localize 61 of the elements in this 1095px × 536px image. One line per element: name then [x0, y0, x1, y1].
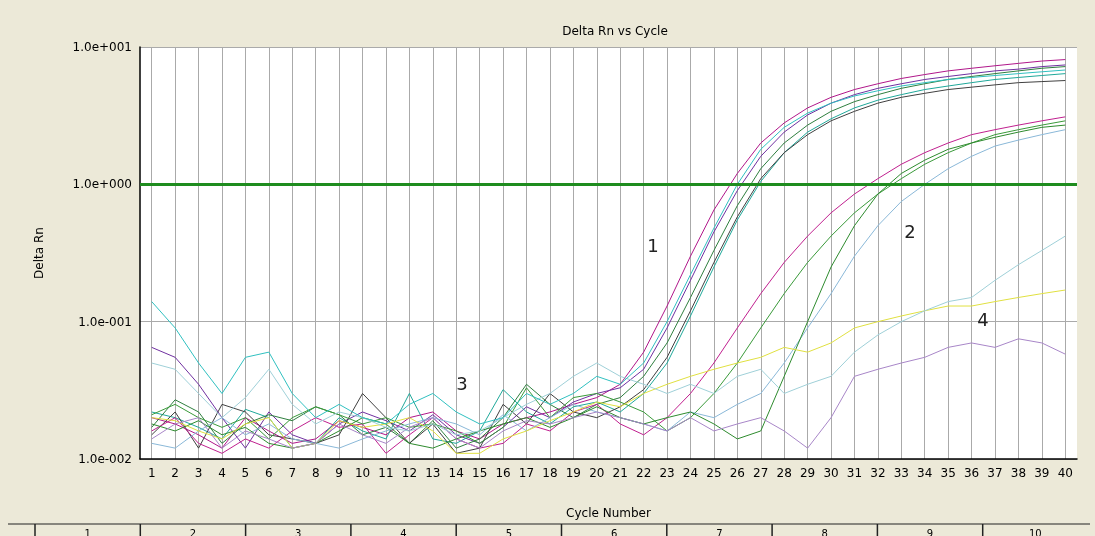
text: 6	[610, 527, 618, 536]
text: 4	[400, 527, 407, 536]
x-tick-label: 29	[799, 466, 816, 480]
x-tick-label: 21	[612, 466, 628, 480]
y-tick-label: 1.0e-001	[78, 314, 132, 329]
x-tick-label: 23	[659, 466, 675, 480]
annotation: 4	[977, 308, 989, 330]
x-tick-label: 8	[311, 466, 320, 480]
x-axis-title: Cycle Number	[566, 506, 651, 520]
text: 1	[84, 527, 91, 536]
x-tick-label: 2	[171, 466, 179, 480]
x-tick-label: 1	[147, 466, 156, 480]
x-tick-label: 37	[987, 466, 1003, 480]
annotation: 3	[456, 372, 468, 394]
x-tick-label: 35	[940, 466, 956, 480]
x-tick-label: 39	[1034, 466, 1050, 480]
annotation: 2	[904, 220, 916, 242]
x-tick-label: 33	[893, 466, 909, 480]
x-tick-label: 9	[335, 466, 343, 480]
x-tick-label: 19	[565, 466, 581, 480]
x-tick-label: 36	[963, 466, 980, 480]
x-tick-label: 26	[729, 466, 745, 480]
y-tick-label: 1.0e+001	[72, 40, 132, 54]
x-tick-label: 12	[401, 466, 418, 480]
y-axis-title: Delta Rn	[32, 227, 46, 279]
chart-title: Delta Rn vs Cycle	[562, 24, 668, 38]
x-tick-label: 18	[542, 466, 558, 480]
x-tick-label: 34	[917, 466, 933, 480]
x-tick-label: 4	[218, 466, 226, 480]
x-tick-label: 15	[472, 466, 488, 480]
x-tick-label: 20	[589, 466, 605, 480]
x-tick-label: 3	[194, 466, 203, 480]
annotation: 1	[647, 234, 659, 256]
text: 5	[505, 527, 513, 536]
x-tick-label: 28	[776, 466, 792, 480]
x-tick-label: 22	[636, 466, 652, 480]
x-tick-label: 30	[823, 466, 839, 480]
x-tick-label: 25	[706, 466, 722, 480]
x-tick-label: 11	[378, 466, 394, 480]
text: 8	[821, 527, 828, 536]
text: 10	[1028, 527, 1042, 536]
text: 7	[716, 527, 723, 536]
text: 2	[189, 527, 197, 536]
y-tick-label: 1.0e-002	[78, 452, 132, 466]
x-tick-label: 40	[1057, 466, 1073, 480]
x-tick-label: 10	[354, 466, 371, 480]
x-tick-label: 17	[518, 466, 535, 480]
text: 3	[295, 527, 302, 536]
text: 9	[926, 527, 934, 536]
x-tick-label: 5	[241, 466, 250, 480]
y-tick-label: 1.0e+000	[72, 177, 132, 192]
x-tick-label: 16	[495, 466, 511, 480]
x-tick-label: 38	[1010, 466, 1027, 480]
x-tick-label: 32	[870, 466, 886, 480]
x-tick-label: 31	[846, 466, 863, 480]
x-tick-label: 24	[682, 466, 699, 480]
x-tick-label: 14	[448, 466, 464, 480]
x-tick-label: 6	[265, 466, 273, 480]
x-tick-label: 13	[425, 466, 441, 480]
x-tick-label: 7	[288, 466, 297, 480]
x-tick-label: 27	[753, 466, 769, 480]
